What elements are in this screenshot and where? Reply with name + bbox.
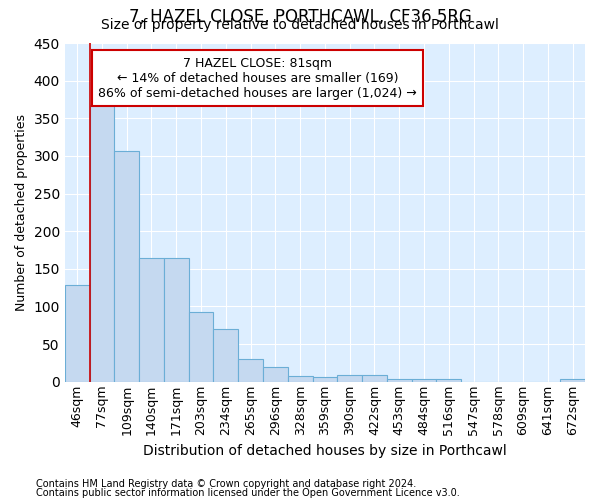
- Bar: [139, 258, 164, 382]
- Bar: [337, 375, 362, 382]
- Bar: [214, 329, 238, 382]
- Bar: [115, 150, 139, 382]
- Bar: [387, 379, 412, 382]
- Bar: [89, 104, 115, 382]
- Text: 7 HAZEL CLOSE: 81sqm
← 14% of detached houses are smaller (169)
86% of semi-deta: 7 HAZEL CLOSE: 81sqm ← 14% of detached h…: [98, 56, 416, 100]
- Bar: [188, 312, 214, 382]
- Text: Contains HM Land Registry data © Crown copyright and database right 2024.: Contains HM Land Registry data © Crown c…: [36, 479, 416, 489]
- Bar: [65, 286, 89, 382]
- Bar: [436, 379, 461, 382]
- Bar: [560, 379, 585, 382]
- Bar: [164, 258, 188, 382]
- Bar: [313, 377, 337, 382]
- Bar: [412, 379, 436, 382]
- Text: Contains public sector information licensed under the Open Government Licence v3: Contains public sector information licen…: [36, 488, 460, 498]
- Y-axis label: Number of detached properties: Number of detached properties: [15, 114, 28, 311]
- Text: Size of property relative to detached houses in Porthcawl: Size of property relative to detached ho…: [101, 18, 499, 32]
- X-axis label: Distribution of detached houses by size in Porthcawl: Distribution of detached houses by size …: [143, 444, 507, 458]
- Bar: [362, 375, 387, 382]
- Text: 7, HAZEL CLOSE, PORTHCAWL, CF36 5RG: 7, HAZEL CLOSE, PORTHCAWL, CF36 5RG: [128, 8, 472, 26]
- Bar: [288, 376, 313, 382]
- Bar: [238, 359, 263, 382]
- Bar: [263, 368, 288, 382]
